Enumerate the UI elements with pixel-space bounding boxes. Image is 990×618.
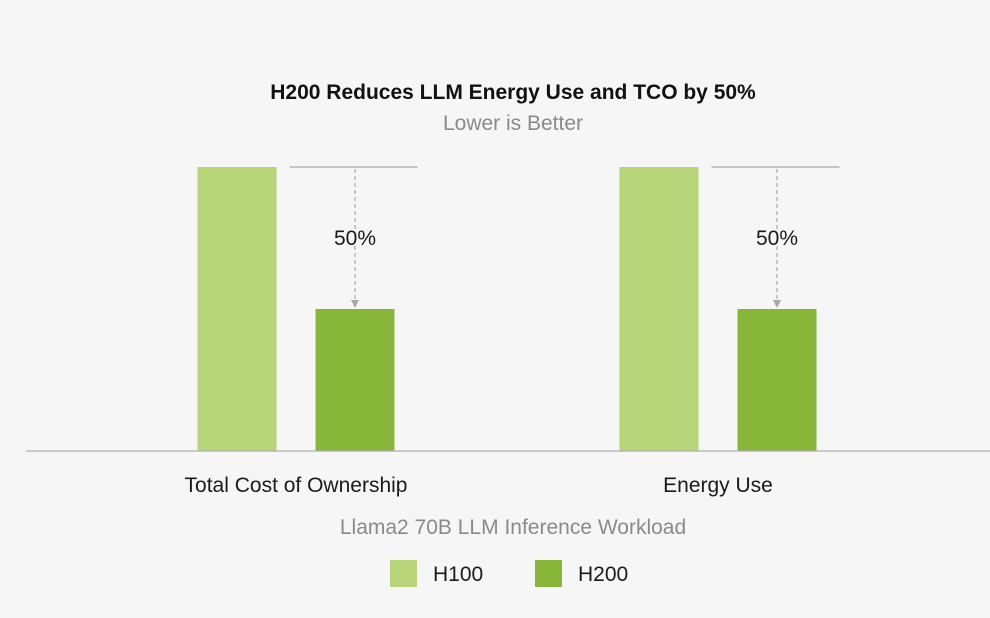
- bar-h200-total-cost-of-ownership: [315, 309, 395, 451]
- bar-h100-energy-use: [619, 167, 699, 451]
- annotation-label-energy-use: 50%: [756, 227, 798, 250]
- annotation-label-total-cost-of-ownership: 50%: [334, 227, 376, 250]
- x-axis-label: Llama2 70B LLM Inference Workload: [340, 516, 686, 539]
- bar-h100-total-cost-of-ownership: [197, 167, 277, 451]
- legend-label-h200: H200: [578, 563, 628, 586]
- arrow-head-total-cost-of-ownership: [351, 300, 359, 308]
- category-label-total-cost-of-ownership: Total Cost of Ownership: [185, 474, 408, 497]
- arrow-head-energy-use: [773, 300, 781, 308]
- bar-h200-energy-use: [737, 309, 817, 451]
- legend-swatch-h100: [390, 560, 417, 587]
- chart-subtitle: Lower is Better: [443, 112, 583, 135]
- legend-swatch-h200: [535, 560, 562, 587]
- category-label-energy-use: Energy Use: [663, 474, 773, 497]
- chart-title: H200 Reduces LLM Energy Use and TCO by 5…: [270, 81, 756, 104]
- legend-label-h100: H100: [433, 563, 483, 586]
